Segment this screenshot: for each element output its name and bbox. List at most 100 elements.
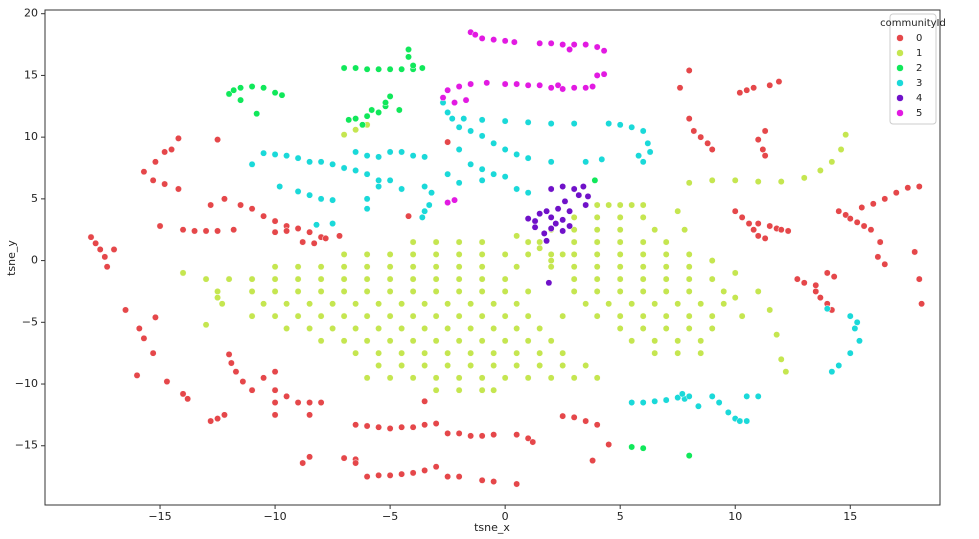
point bbox=[828, 368, 836, 376]
point bbox=[276, 183, 284, 190]
point bbox=[398, 349, 406, 357]
point bbox=[547, 213, 555, 221]
legend-label: 3 bbox=[916, 78, 922, 89]
point bbox=[336, 232, 343, 240]
point bbox=[432, 287, 440, 295]
point bbox=[593, 421, 601, 429]
point bbox=[421, 362, 429, 369]
point bbox=[513, 362, 521, 369]
point bbox=[375, 109, 383, 116]
point bbox=[329, 220, 337, 228]
point bbox=[110, 246, 118, 253]
legend-marker bbox=[896, 64, 904, 72]
point bbox=[202, 321, 210, 329]
point bbox=[398, 185, 406, 193]
point bbox=[306, 228, 314, 236]
point bbox=[149, 349, 157, 357]
point bbox=[375, 362, 383, 369]
point bbox=[179, 390, 187, 398]
point bbox=[743, 86, 751, 94]
point bbox=[340, 275, 348, 283]
x-tick-label: 0 bbox=[502, 510, 509, 523]
point bbox=[662, 263, 670, 271]
series bbox=[225, 46, 693, 460]
point bbox=[467, 127, 475, 135]
point bbox=[501, 337, 509, 345]
point bbox=[662, 275, 670, 283]
point bbox=[536, 244, 544, 252]
point bbox=[720, 300, 728, 308]
point bbox=[761, 234, 769, 242]
point bbox=[363, 337, 371, 345]
point bbox=[432, 374, 440, 382]
point bbox=[478, 116, 486, 124]
point bbox=[455, 374, 463, 382]
point bbox=[766, 306, 774, 314]
point bbox=[260, 84, 268, 92]
point bbox=[828, 158, 836, 166]
point bbox=[421, 183, 429, 190]
point bbox=[225, 350, 233, 358]
point bbox=[853, 318, 861, 326]
point bbox=[202, 275, 210, 283]
point bbox=[432, 263, 440, 271]
point bbox=[524, 81, 532, 89]
point bbox=[501, 250, 509, 258]
point bbox=[704, 139, 712, 147]
point bbox=[575, 191, 583, 199]
point bbox=[168, 146, 175, 153]
point bbox=[674, 394, 682, 402]
point bbox=[271, 150, 279, 158]
point bbox=[874, 253, 882, 261]
point bbox=[363, 112, 371, 120]
point bbox=[674, 349, 682, 357]
point bbox=[501, 37, 509, 45]
legend-title: communityId bbox=[880, 18, 946, 29]
point bbox=[911, 248, 919, 256]
point bbox=[225, 90, 233, 98]
point bbox=[329, 160, 337, 168]
point bbox=[352, 349, 360, 357]
point bbox=[513, 263, 521, 271]
point bbox=[501, 117, 509, 125]
point bbox=[386, 312, 394, 320]
point bbox=[536, 39, 544, 47]
point bbox=[294, 225, 302, 232]
point bbox=[646, 148, 654, 156]
point bbox=[409, 312, 417, 320]
point bbox=[340, 263, 348, 271]
point bbox=[531, 223, 539, 231]
point bbox=[616, 312, 624, 320]
point bbox=[559, 362, 567, 369]
point bbox=[536, 238, 544, 246]
point bbox=[421, 325, 429, 332]
point bbox=[678, 390, 686, 398]
point bbox=[386, 337, 394, 345]
point bbox=[398, 362, 406, 369]
point bbox=[425, 201, 433, 209]
point bbox=[294, 154, 302, 162]
point bbox=[490, 386, 498, 394]
point bbox=[593, 263, 601, 271]
point bbox=[812, 281, 820, 289]
point bbox=[816, 167, 824, 174]
point bbox=[310, 239, 318, 247]
point bbox=[444, 109, 452, 116]
point bbox=[260, 212, 268, 220]
point bbox=[103, 263, 111, 271]
point bbox=[439, 94, 447, 102]
point bbox=[708, 325, 716, 332]
point bbox=[161, 180, 169, 188]
point bbox=[444, 349, 452, 357]
point bbox=[651, 397, 659, 405]
point bbox=[283, 152, 291, 160]
point bbox=[444, 429, 452, 437]
series bbox=[524, 183, 592, 287]
point bbox=[432, 275, 440, 283]
point bbox=[294, 263, 302, 271]
point bbox=[918, 300, 926, 308]
point bbox=[524, 189, 532, 197]
point bbox=[317, 195, 325, 203]
point bbox=[536, 349, 544, 357]
point bbox=[731, 207, 739, 215]
